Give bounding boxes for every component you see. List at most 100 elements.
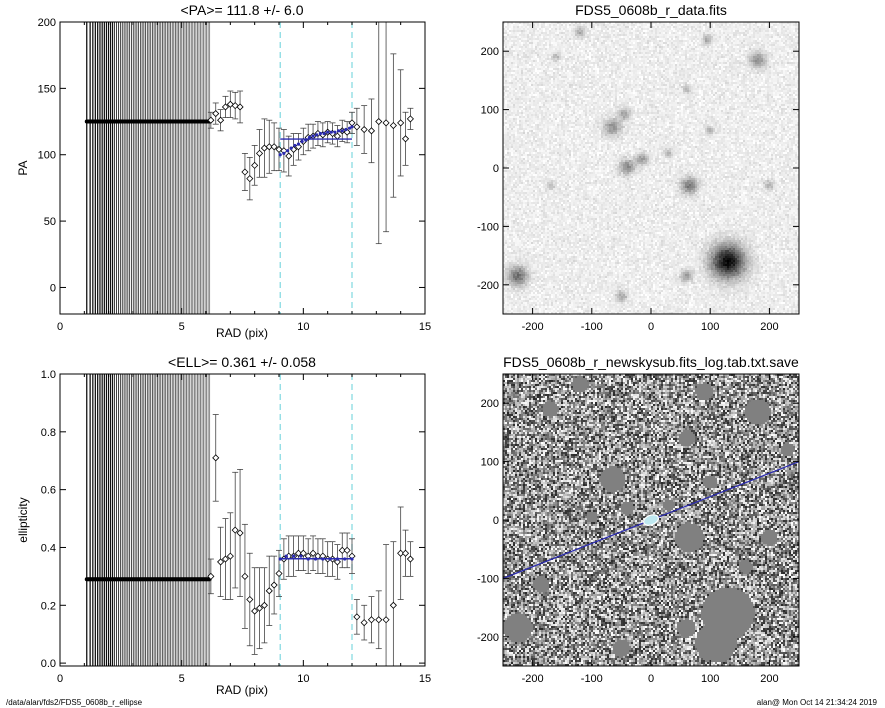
- x-tick-label: -200: [522, 321, 544, 333]
- x-tick-label: 15: [419, 321, 431, 333]
- galaxy-image: [503, 22, 799, 314]
- data-point: [367, 616, 376, 624]
- pa-ylabel: PA: [16, 160, 30, 175]
- y-tick-label: 200: [481, 46, 499, 58]
- fit-point: [278, 153, 282, 157]
- img1-title: FDS5_0608b_r_data.fits: [575, 2, 727, 18]
- data-point: [226, 552, 234, 560]
- pa-title: <PA>= 111.8 +/- 6.0: [181, 2, 304, 18]
- x-tick-label: -100: [581, 673, 603, 685]
- y-tick-label: 0: [50, 282, 56, 294]
- img1-image: [503, 22, 799, 314]
- y-tick-label: 0.2: [41, 600, 56, 612]
- y-tick-label: -200: [477, 632, 499, 644]
- data-point: [353, 123, 361, 131]
- ell-plot-area: [84, 374, 414, 666]
- fit-point: [311, 134, 315, 138]
- fit-point: [347, 126, 352, 130]
- data-point: [382, 119, 390, 127]
- fit-point: [333, 130, 337, 134]
- data-point: [207, 572, 215, 580]
- data-point: [389, 121, 397, 130]
- y-tick-label: 100: [38, 150, 56, 162]
- x-tick-label: 200: [760, 673, 778, 685]
- data-point: [217, 558, 225, 566]
- y-tick-label: -200: [477, 280, 499, 292]
- data-point: [367, 127, 376, 135]
- x-tick-label: 200: [760, 321, 778, 333]
- isophote-ellipse: [643, 514, 659, 526]
- img2-ticks: -200 -100 0 100 200 -200 -100 0 100 200: [477, 374, 799, 685]
- data-point: [221, 103, 230, 111]
- data-point: [246, 175, 254, 183]
- fit-point: [282, 151, 286, 155]
- fit-point: [340, 129, 344, 133]
- data-point: [270, 143, 278, 151]
- y-tick-label: 0.6: [41, 485, 56, 497]
- data-point: [406, 115, 414, 123]
- data-point: [401, 549, 410, 557]
- ell-axes-frame: [59, 373, 426, 667]
- data-point: [217, 116, 225, 124]
- data-point: [212, 454, 220, 462]
- data-point: [236, 103, 244, 111]
- data-point: [333, 558, 341, 566]
- data-image-panel: FDS5_0608b_r_data.fits -200 -100 0 100 200 -2…: [477, 2, 800, 333]
- fit-point: [289, 146, 293, 150]
- data-point: [360, 619, 368, 627]
- data-point: [255, 149, 264, 157]
- x-tick-label: 10: [297, 673, 309, 685]
- x-tick-label: 0: [648, 673, 654, 685]
- fit-point: [344, 127, 348, 132]
- data-point: [260, 601, 268, 609]
- x-tick-label: 5: [179, 321, 185, 333]
- data-point: [397, 119, 405, 127]
- ell-ticks: 0 5 10 15 0.0 0.2 0.4 0.6 0.8 1.0: [41, 369, 431, 685]
- y-tick-label: 200: [481, 398, 499, 410]
- y-tick-label: 100: [481, 105, 499, 117]
- footer-path: /data/alan/fds2/FDS5_0608b_r_ellipse: [6, 698, 143, 707]
- data-point: [375, 117, 383, 126]
- pa-plot-area: [84, 22, 414, 314]
- fit-point: [329, 130, 333, 134]
- masked-image-panel: FDS5_0608b_r_newskysub.fits_log.tab.txt.…: [477, 354, 800, 685]
- data-point: [241, 168, 249, 176]
- y-tick-label: 0: [493, 163, 499, 175]
- img2-title: FDS5_0608b_r_newskysub.fits_log.tab.txt.…: [503, 354, 799, 370]
- ell-title: <ELL>= 0.361 +/- 0.058: [168, 354, 316, 370]
- x-tick-label: 10: [297, 321, 309, 333]
- fit-point: [318, 131, 322, 136]
- fit-point: [315, 133, 319, 137]
- data-point: [231, 526, 239, 534]
- data-point: [389, 601, 397, 609]
- fit-point: [299, 554, 303, 558]
- data-point: [309, 549, 317, 557]
- y-tick-label: -100: [477, 573, 499, 585]
- fit-point: [293, 143, 297, 148]
- y-tick-label: 50: [44, 216, 56, 228]
- data-point: [236, 529, 244, 537]
- x-tick-label: 5: [179, 673, 185, 685]
- fit-point: [292, 554, 296, 558]
- data-point: [251, 607, 259, 615]
- ell-panel: <ELL>= 0.361 +/- 0.058 RAD (pix) ellipti…: [16, 354, 431, 697]
- fit-point: [285, 149, 290, 153]
- x-tick-label: -100: [581, 321, 603, 333]
- data-point: [246, 595, 254, 604]
- data-point: [270, 581, 278, 589]
- x-tick-label: 100: [701, 673, 719, 685]
- data-point: [382, 616, 390, 624]
- data-point: [265, 143, 273, 151]
- data-point: [251, 161, 259, 169]
- data-point: [275, 569, 283, 578]
- x-tick-label: -200: [522, 673, 544, 685]
- y-tick-label: 0: [493, 515, 499, 527]
- x-tick-label: 0: [648, 321, 654, 333]
- data-point: [241, 572, 249, 580]
- img2-image: [503, 374, 799, 666]
- x-tick-label: 100: [701, 321, 719, 333]
- y-tick-label: 0.0: [41, 658, 56, 670]
- data-point: [265, 587, 273, 595]
